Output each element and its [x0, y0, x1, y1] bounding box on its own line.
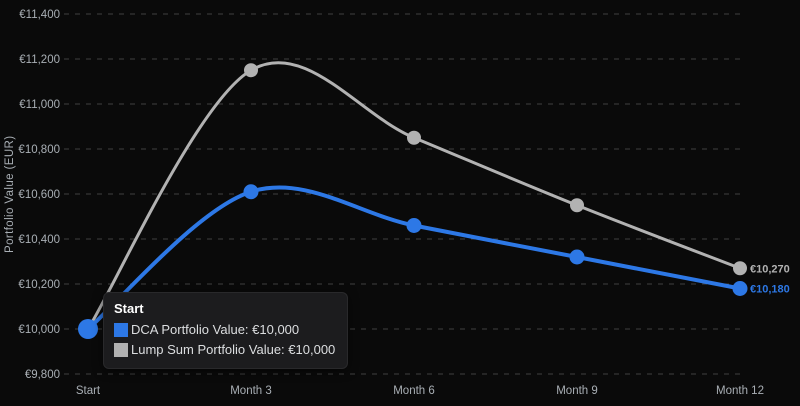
x-tick-label: Month 3	[230, 385, 272, 397]
data-point-lump-sum-1[interactable]	[244, 63, 258, 78]
data-point-dca-0[interactable]	[78, 319, 98, 339]
x-tick-label: Month 9	[556, 385, 598, 397]
y-tick-label: €10,200	[18, 279, 60, 291]
series-line-lump-sum	[86, 61, 742, 331]
tooltip: Start DCA Portfolio Value: €10,000 Lump …	[103, 292, 349, 369]
data-point-dca-1[interactable]	[243, 184, 259, 200]
tooltip-row-dca: DCA Portfolio Value: €10,000	[114, 321, 335, 339]
data-point-lump-sum-4[interactable]	[733, 261, 747, 276]
y-tick-label: €10,000	[18, 324, 60, 336]
x-tick-label: Start	[76, 385, 101, 397]
y-tick-label: €10,600	[18, 189, 60, 201]
y-tick-label: €10,400	[18, 234, 60, 246]
y-tick-label: €11,400	[19, 9, 60, 21]
y-tick-label: €10,800	[18, 144, 60, 156]
series-end-label-dca: €10,180	[750, 284, 790, 296]
data-point-dca-2[interactable]	[406, 218, 422, 233]
data-point-dca-3[interactable]	[569, 249, 585, 265]
tooltip-row-label: Lump Sum Portfolio Value: €10,000	[131, 342, 336, 357]
data-point-lump-sum-3[interactable]	[570, 198, 584, 213]
data-point-lump-sum-2[interactable]	[407, 130, 421, 145]
y-tick-label: €11,200	[19, 54, 60, 66]
x-tick-label: Month 12	[716, 385, 764, 397]
tooltip-title: Start	[114, 301, 144, 316]
data-point-dca-4[interactable]	[732, 281, 748, 296]
tooltip-row-label: DCA Portfolio Value: €10,000	[131, 322, 300, 337]
lump-sum-legend-swatch	[114, 343, 128, 357]
tooltip-row-lump-sum: Lump Sum Portfolio Value: €10,000	[114, 341, 335, 359]
y-tick-label: €9,800	[25, 369, 60, 381]
y-tick-label: €11,000	[19, 99, 60, 111]
series-end-label-lump-sum: €10,270	[750, 263, 790, 275]
x-tick-label: Month 6	[393, 385, 435, 397]
dca-legend-swatch	[114, 323, 128, 337]
